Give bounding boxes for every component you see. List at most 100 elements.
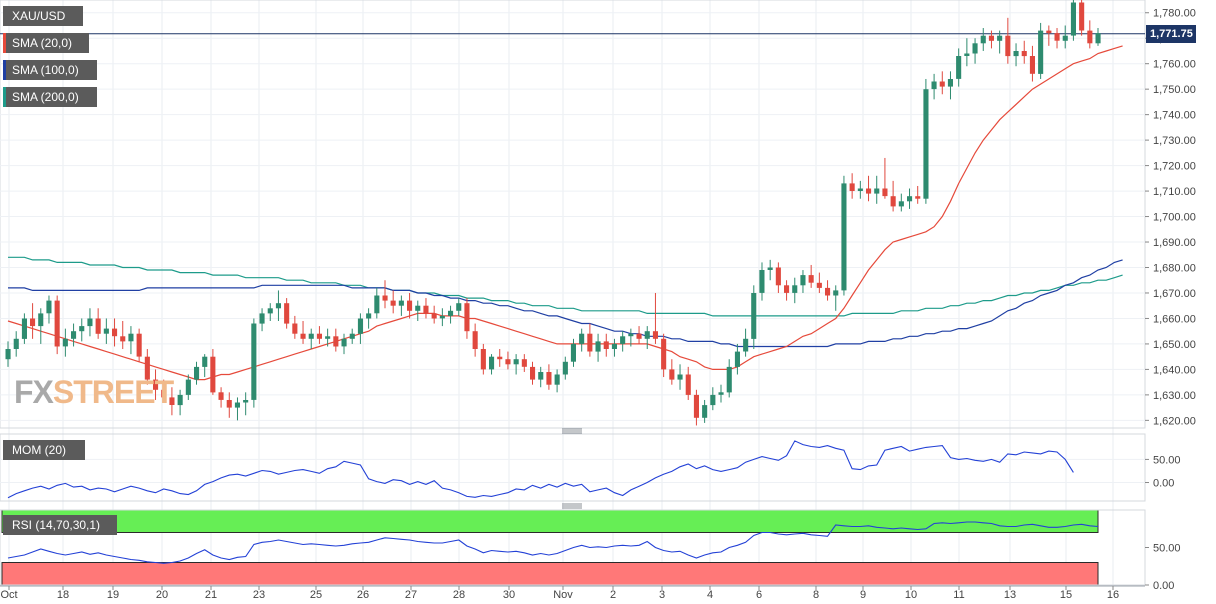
pane-resize-handle[interactable]	[562, 503, 582, 509]
candle	[341, 333, 347, 355]
candle	[603, 333, 609, 357]
candle	[800, 270, 806, 293]
candle-body	[825, 287, 831, 296]
candle	[685, 366, 691, 400]
legend-sma20[interactable]: SMA (20,0)	[3, 33, 89, 53]
candles	[5, 0, 1101, 426]
price-tick-label: 1,760.00	[1153, 59, 1196, 71]
candle	[636, 326, 642, 344]
candle-body	[243, 400, 249, 403]
legend-sma200[interactable]: SMA (200,0)	[3, 87, 97, 107]
candle-body	[595, 341, 601, 352]
mom-pane-frame	[0, 433, 1146, 502]
rsi-overbought-band	[1, 509, 1099, 533]
candle	[30, 303, 36, 339]
price-tick-label: 1,680.00	[1153, 263, 1196, 275]
price-tick-label: 1,710.00	[1153, 186, 1196, 198]
candle-body	[1038, 30, 1044, 74]
candle	[743, 328, 749, 357]
price-tick-label: 1,640.00	[1153, 364, 1196, 376]
candle	[611, 338, 617, 357]
candle-body	[931, 81, 937, 90]
candle-body	[161, 389, 167, 398]
candle-body	[726, 366, 732, 393]
price-tick-label: 1,690.00	[1153, 237, 1196, 249]
candle-body	[1054, 33, 1060, 41]
candle	[570, 338, 576, 367]
candle-body	[21, 318, 27, 339]
candle	[333, 328, 339, 352]
time-tick-label: 3	[659, 589, 665, 601]
candle-body	[423, 305, 429, 314]
candle-body	[46, 300, 52, 314]
candle	[505, 351, 511, 370]
candle-body	[472, 331, 478, 349]
candle	[128, 326, 134, 355]
candle-body	[677, 374, 683, 380]
sma100-line	[8, 259, 1123, 348]
candle	[210, 349, 216, 395]
candle	[923, 78, 929, 204]
candle	[95, 308, 101, 339]
candle-body	[816, 282, 822, 288]
rsi-tick-label: 0.00	[1153, 580, 1174, 592]
candle-body	[5, 349, 11, 360]
candle	[357, 313, 363, 344]
candle	[259, 308, 265, 332]
time-tick-label: 23	[253, 589, 265, 601]
price-tick-label: 1,650.00	[1153, 339, 1196, 351]
candle-body	[341, 338, 347, 347]
candle-body	[1005, 35, 1011, 57]
time-tick-label: 26	[357, 589, 369, 601]
pane-resize-handles[interactable]	[562, 428, 582, 509]
candle-body	[644, 331, 650, 339]
candle	[587, 323, 593, 357]
watermark-street: STREET	[52, 374, 174, 410]
price-pane-frame	[0, 0, 1146, 429]
legend-mom[interactable]: MOM (20)	[3, 440, 85, 460]
candle-body	[808, 275, 814, 283]
candle-body	[267, 308, 273, 314]
time-tick-label: 10	[905, 589, 917, 601]
candle	[767, 259, 773, 281]
candle-body	[128, 333, 134, 342]
candle	[947, 71, 953, 100]
instrument-label[interactable]: XAU/USD	[3, 6, 83, 26]
candle	[308, 328, 314, 350]
candle	[177, 389, 183, 416]
candle-body	[259, 313, 265, 324]
candle	[71, 323, 77, 347]
candle-body	[95, 318, 101, 334]
candle	[562, 356, 568, 380]
time-tick-label: 18	[57, 589, 69, 601]
legend-sma100[interactable]: SMA (100,0)	[3, 60, 97, 80]
legend-rsi[interactable]: RSI (14,70,30,1)	[3, 515, 117, 535]
candle	[808, 264, 814, 288]
candle-body	[538, 372, 544, 380]
candle-body	[890, 196, 896, 207]
candle	[316, 326, 322, 344]
candle-body	[292, 323, 298, 334]
candle	[480, 343, 486, 375]
candle	[472, 323, 478, 357]
price-tick-label: 1,740.00	[1153, 110, 1196, 122]
candle-body	[398, 300, 404, 306]
candle	[980, 28, 986, 51]
candle	[46, 295, 52, 324]
candle-body	[144, 356, 150, 380]
rsi-oversold-band	[1, 562, 1099, 586]
candle-body	[480, 349, 486, 370]
candle-body	[874, 188, 880, 194]
candle-body	[136, 333, 142, 357]
candle-body	[210, 356, 216, 393]
candle-body	[1046, 30, 1052, 34]
pane-resize-handle[interactable]	[562, 428, 582, 434]
time-tick-label: 19	[107, 589, 119, 601]
candle-body	[570, 343, 576, 362]
candle-body	[947, 79, 953, 87]
sma200-line	[8, 256, 1123, 317]
candle-body	[759, 270, 765, 293]
candle-body	[800, 275, 806, 286]
candle	[734, 343, 740, 375]
